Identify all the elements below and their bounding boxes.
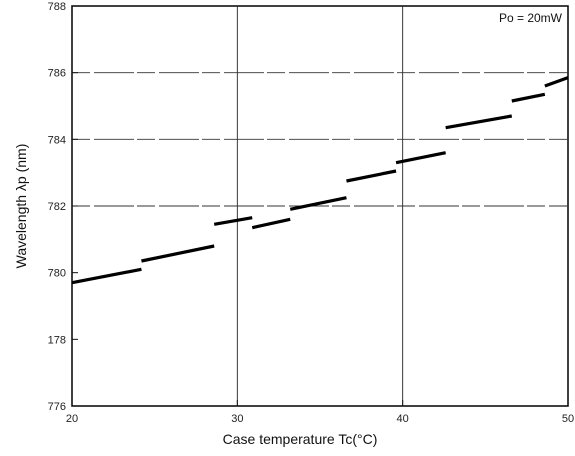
y-tick-label: 788 bbox=[48, 1, 66, 13]
mode-segment bbox=[445, 114, 513, 130]
mode-segment bbox=[71, 267, 142, 285]
mode-segment bbox=[213, 216, 253, 226]
x-axis-title: Case temperature Tc(°C) bbox=[223, 431, 378, 447]
x-tick-label: 40 bbox=[397, 413, 409, 425]
x-tick-label: 50 bbox=[562, 413, 574, 425]
y-tick-label: 782 bbox=[48, 201, 66, 213]
mode-segment bbox=[141, 244, 215, 263]
data-series bbox=[71, 76, 569, 285]
x-axis-ticks: 20 30 40 50 bbox=[66, 400, 574, 425]
x-tick-label: 30 bbox=[231, 413, 243, 425]
x-tick-label: 20 bbox=[66, 413, 78, 425]
y-axis-ticks: 776 178 780 782 784 786 788 bbox=[48, 1, 78, 413]
y-axis-title: Wavelength λp (nm) bbox=[13, 144, 29, 269]
y-tick-label: 784 bbox=[48, 134, 66, 146]
y-tick-label: 178 bbox=[48, 334, 66, 346]
y-tick-label: 786 bbox=[48, 68, 66, 80]
annotation-power: Po = 20mW bbox=[499, 11, 563, 25]
gridlines bbox=[72, 6, 568, 406]
mode-segment bbox=[251, 217, 291, 230]
mode-segment bbox=[289, 196, 347, 211]
mode-segment bbox=[395, 151, 446, 165]
mode-segment bbox=[346, 169, 397, 183]
mode-segment bbox=[544, 76, 569, 88]
mode-segment bbox=[511, 92, 546, 103]
y-tick-label: 776 bbox=[48, 401, 66, 413]
y-tick-label: 780 bbox=[48, 268, 66, 280]
